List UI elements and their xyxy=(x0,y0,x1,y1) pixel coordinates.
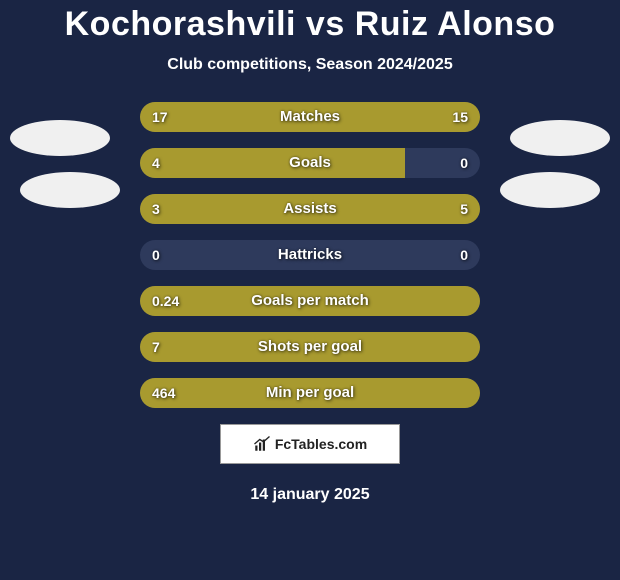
brand-text: FcTables.com xyxy=(275,436,367,452)
stat-left-value: 17 xyxy=(152,102,168,132)
date: 14 january 2025 xyxy=(0,486,620,504)
stat-label: Goals per match xyxy=(140,286,480,316)
vs-separator: vs xyxy=(306,5,345,43)
subtitle: Club competitions, Season 2024/2025 xyxy=(0,56,620,74)
stat-left-value: 7 xyxy=(152,332,160,362)
stat-left-value: 4 xyxy=(152,148,160,178)
stat-row: Goals4 0 xyxy=(140,148,480,178)
player2-name: Ruiz Alonso xyxy=(355,5,556,43)
stat-row: Hattricks0 0 xyxy=(140,240,480,270)
player1-avatar-shadow xyxy=(20,172,120,208)
stats-bars: Matches1715Goals40Assists35Hattricks00Go… xyxy=(140,102,480,408)
player2-avatar xyxy=(510,120,610,156)
brand-footer[interactable]: FcTables.com xyxy=(220,424,400,464)
stat-left-value: 0 xyxy=(152,240,160,270)
stat-label: Goals xyxy=(140,148,480,178)
stat-row: Matches17 15 xyxy=(140,102,480,132)
stat-label: Assists xyxy=(140,194,480,224)
stat-right-value: 0 xyxy=(460,240,468,270)
comparison-title: Kochorashvili vs Ruiz Alonso xyxy=(0,5,620,44)
stat-right-value: 0 xyxy=(460,148,468,178)
player1-name: Kochorashvili xyxy=(65,5,296,43)
stat-left-value: 464 xyxy=(152,378,175,408)
stat-label: Shots per goal xyxy=(140,332,480,362)
stat-left-value: 3 xyxy=(152,194,160,224)
stat-right-value: 15 xyxy=(452,102,468,132)
stat-row: Shots per goal7 xyxy=(140,332,480,362)
stat-row: Min per goal464 xyxy=(140,378,480,408)
player1-avatar xyxy=(10,120,110,156)
stat-row: Goals per match0.24 xyxy=(140,286,480,316)
stat-left-value: 0.24 xyxy=(152,286,179,316)
stat-row: Assists3 5 xyxy=(140,194,480,224)
stat-label: Min per goal xyxy=(140,378,480,408)
player2-avatar-shadow xyxy=(500,172,600,208)
stat-label: Matches xyxy=(140,102,480,132)
chart-icon xyxy=(253,435,271,453)
stat-right-value: 5 xyxy=(460,194,468,224)
stat-label: Hattricks xyxy=(140,240,480,270)
